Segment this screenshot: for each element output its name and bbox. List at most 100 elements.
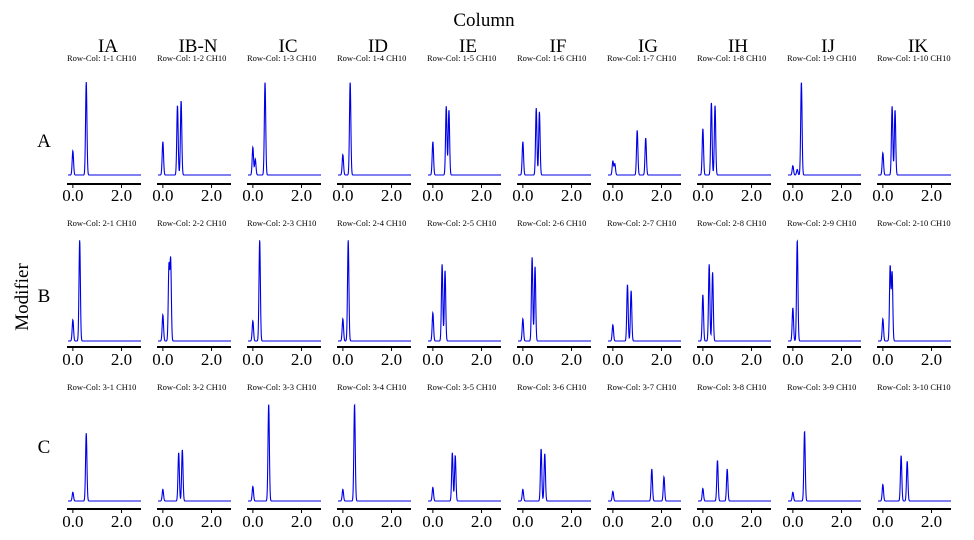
x-tick-label: 0.0 [242, 350, 263, 369]
x-tick-label: 2.0 [831, 186, 852, 205]
column-label-ie: IE [459, 36, 477, 57]
x-tick-label: 2.0 [831, 512, 852, 531]
panel-caption: Row-Col: 1-6 CH10 [517, 53, 586, 63]
panel-2-9: Row-Col: 2-9 CH10 0.0 2.0 [782, 218, 861, 369]
chromatogram-trace [608, 284, 681, 342]
panel-caption: Row-Col: 2-5 CH10 [427, 218, 496, 228]
panel-1-10: Row-Col: 1-10 CH10 0.0 2.0 [872, 53, 951, 205]
x-tick-label: 0.0 [872, 186, 893, 205]
row-label-c: C [38, 437, 51, 458]
column-label-id: ID [368, 36, 388, 57]
x-tick-label: 0.0 [152, 186, 173, 205]
panel-caption: Row-Col: 2-9 CH10 [787, 218, 856, 228]
chromatogram-trace [68, 81, 141, 176]
panel-2-8: Row-Col: 2-8 CH10 0.0 2.0 [692, 218, 771, 369]
x-tick-label: 2.0 [381, 186, 402, 205]
chromatogram-trace [518, 448, 591, 502]
chromatogram-trace [788, 239, 861, 342]
x-tick-label: 2.0 [741, 186, 762, 205]
panel-3-6: Row-Col: 3-6 CH10 0.0 2.0 [512, 382, 591, 531]
panel-caption: Row-Col: 2-1 CH10 [67, 218, 136, 228]
x-tick-label: 2.0 [651, 350, 672, 369]
x-tick-label: 0.0 [872, 512, 893, 531]
chromatogram-trace [878, 106, 951, 176]
panel-2-5: Row-Col: 2-5 CH10 0.0 2.0 [422, 218, 501, 369]
panel-caption: Row-Col: 2-6 CH10 [517, 218, 586, 228]
column-label-ia: IA [98, 36, 118, 57]
panel-caption: Row-Col: 2-10 CH10 [877, 218, 951, 228]
x-tick-label: 2.0 [831, 350, 852, 369]
chromatogram-trace [518, 108, 591, 176]
chromatogram-trace [68, 433, 141, 502]
panel-caption: Row-Col: 1-10 CH10 [877, 53, 951, 63]
panel-1-3: Row-Col: 1-3 CH10 0.0 2.0 [242, 53, 321, 205]
panel-caption: Row-Col: 1-3 CH10 [247, 53, 316, 63]
panel-2-6: Row-Col: 2-6 CH10 0.0 2.0 [512, 218, 591, 369]
chromatogram-trace [248, 82, 321, 176]
x-tick-label: 2.0 [651, 186, 672, 205]
chromatogram-trace [608, 130, 681, 176]
panel-1-7: Row-Col: 1-7 CH10 0.0 2.0 [602, 53, 681, 205]
chromatogram-trace [878, 455, 951, 502]
panel-caption: Row-Col: 1-9 CH10 [787, 53, 856, 63]
chromatogram-trace [158, 256, 231, 342]
panel-caption: Row-Col: 3-10 CH10 [877, 382, 951, 392]
chromatogram-trace [158, 100, 231, 176]
column-label-ic: IC [279, 36, 298, 57]
x-tick-label: 0.0 [692, 350, 713, 369]
panel-caption: Row-Col: 3-6 CH10 [517, 382, 586, 392]
x-tick-label: 0.0 [422, 512, 443, 531]
panel-2-10: Row-Col: 2-10 CH10 0.0 2.0 [872, 218, 951, 369]
x-tick-label: 2.0 [201, 512, 222, 531]
x-tick-label: 0.0 [782, 350, 803, 369]
chromatogram-trace [518, 257, 591, 342]
column-label-if: IF [550, 36, 567, 57]
x-tick-label: 0.0 [692, 186, 713, 205]
x-tick-label: 2.0 [921, 350, 942, 369]
panel-2-4: Row-Col: 2-4 CH10 0.0 2.0 [332, 218, 411, 369]
x-tick-label: 2.0 [111, 512, 132, 531]
x-tick-label: 2.0 [651, 512, 672, 531]
panel-3-4: Row-Col: 3-4 CH10 0.0 2.0 [332, 382, 411, 531]
chromatogram-trace [428, 452, 501, 502]
column-label-ik: IK [908, 36, 928, 57]
panel-1-1: Row-Col: 1-1 CH10 0.0 2.0 [62, 53, 141, 205]
column-label-ig: IG [638, 36, 658, 57]
chromatogram-trace [428, 264, 501, 342]
chromatogram-trace [698, 264, 771, 342]
row-label-b: B [38, 286, 51, 307]
panel-2-2: Row-Col: 2-2 CH10 0.0 2.0 [152, 218, 231, 369]
chromatogram-trace [248, 404, 321, 502]
chromatogram-trace [68, 240, 141, 342]
x-tick-label: 0.0 [602, 186, 623, 205]
panel-grid: IA IB-N IC ID IE IF IG IH IJ IK A B C Row-Col: 1-1 CH… [37, 36, 951, 531]
chromatogram-trace [788, 82, 861, 176]
x-tick-label: 2.0 [291, 512, 312, 531]
x-tick-label: 2.0 [741, 350, 762, 369]
x-tick-label: 0.0 [422, 186, 443, 205]
x-tick-label: 0.0 [602, 512, 623, 531]
x-tick-label: 2.0 [381, 350, 402, 369]
x-tick-label: 0.0 [512, 512, 533, 531]
panel-3-1: Row-Col: 3-1 CH10 0.0 2.0 [62, 382, 141, 531]
x-tick-label: 2.0 [201, 350, 222, 369]
panel-caption: Row-Col: 3-4 CH10 [337, 382, 406, 392]
panel-caption: Row-Col: 3-3 CH10 [247, 382, 316, 392]
panel-caption: Row-Col: 2-7 CH10 [607, 218, 676, 228]
panel-caption: Row-Col: 3-9 CH10 [787, 382, 856, 392]
panel-2-7: Row-Col: 2-7 CH10 0.0 2.0 [602, 218, 681, 369]
panel-caption: Row-Col: 3-7 CH10 [607, 382, 676, 392]
chromatogram-trace [878, 265, 951, 342]
chromatogram-trace [428, 106, 501, 176]
x-tick-label: 2.0 [921, 186, 942, 205]
x-tick-label: 0.0 [782, 512, 803, 531]
panel-caption: Row-Col: 3-5 CH10 [427, 382, 496, 392]
panel-caption: Row-Col: 1-8 CH10 [697, 53, 766, 63]
x-tick-label: 0.0 [872, 350, 893, 369]
panel-1-5: Row-Col: 1-5 CH10 0.0 2.0 [422, 53, 501, 205]
x-tick-label: 2.0 [201, 186, 222, 205]
x-tick-label: 0.0 [242, 186, 263, 205]
x-tick-label: 2.0 [471, 512, 492, 531]
panel-caption: Row-Col: 2-2 CH10 [157, 218, 226, 228]
